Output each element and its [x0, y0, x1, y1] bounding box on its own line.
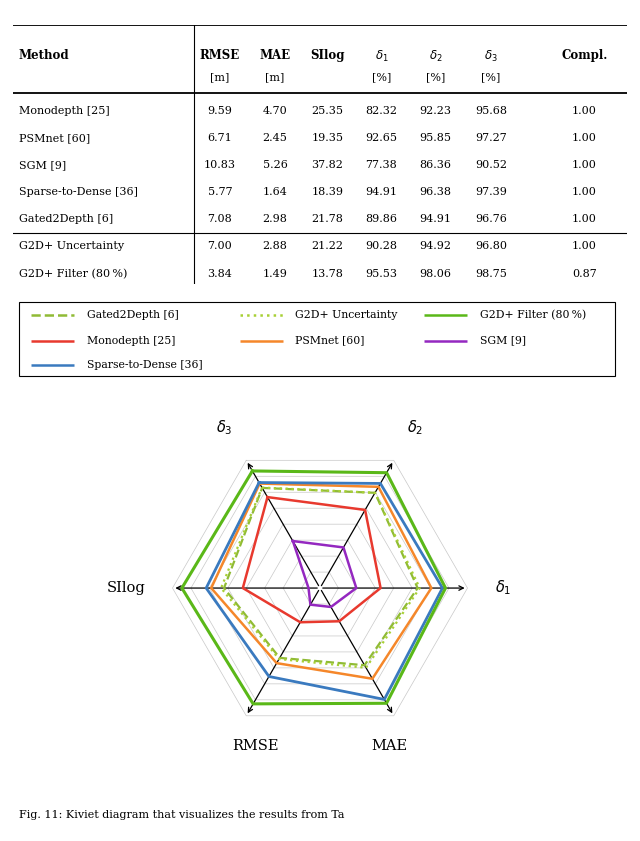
- Text: 1.00: 1.00: [572, 241, 596, 251]
- Text: 97.27: 97.27: [475, 133, 507, 143]
- Text: 18.39: 18.39: [312, 188, 344, 197]
- Text: 95.85: 95.85: [419, 133, 451, 143]
- Text: 5.77: 5.77: [207, 188, 232, 197]
- FancyBboxPatch shape: [19, 302, 615, 376]
- Text: 77.38: 77.38: [365, 160, 397, 170]
- Text: 86.36: 86.36: [419, 160, 451, 170]
- Text: 90.28: 90.28: [365, 241, 397, 251]
- Text: PSMnet [60]: PSMnet [60]: [19, 133, 90, 143]
- Text: [%]: [%]: [372, 71, 391, 82]
- Text: Compl.: Compl.: [561, 49, 607, 61]
- Text: 89.86: 89.86: [365, 214, 397, 225]
- Text: 5.26: 5.26: [262, 160, 287, 170]
- Text: G2D+ Uncertainty: G2D+ Uncertainty: [19, 241, 124, 251]
- Text: 1.00: 1.00: [572, 214, 596, 225]
- Text: [%]: [%]: [481, 71, 500, 82]
- Text: 4.70: 4.70: [263, 106, 287, 115]
- Text: 94.92: 94.92: [419, 241, 451, 251]
- Text: G2D+ Uncertainty: G2D+ Uncertainty: [296, 309, 398, 320]
- Text: 19.35: 19.35: [312, 133, 344, 143]
- Text: 9.59: 9.59: [207, 106, 232, 115]
- Text: $\delta_1$: $\delta_1$: [495, 579, 511, 597]
- Text: 95.53: 95.53: [365, 268, 397, 278]
- Text: SIlog: SIlog: [310, 49, 344, 61]
- Text: $\delta_2$: $\delta_2$: [429, 49, 442, 64]
- Text: Gated2Depth [6]: Gated2Depth [6]: [86, 309, 179, 320]
- Text: PSMnet [60]: PSMnet [60]: [296, 336, 365, 346]
- Text: $\delta_2$: $\delta_2$: [407, 418, 424, 436]
- Text: RMSE: RMSE: [233, 739, 279, 754]
- Text: 7.00: 7.00: [207, 241, 232, 251]
- Text: 1.49: 1.49: [262, 268, 287, 278]
- Text: $\delta_3$: $\delta_3$: [216, 418, 233, 436]
- Text: Monodepth [25]: Monodepth [25]: [86, 336, 175, 346]
- Text: Monodepth [25]: Monodepth [25]: [19, 106, 109, 115]
- Text: 1.00: 1.00: [572, 106, 596, 115]
- Text: 98.06: 98.06: [419, 268, 451, 278]
- Text: 94.91: 94.91: [419, 214, 451, 225]
- Text: 96.76: 96.76: [475, 214, 507, 225]
- Text: 2.98: 2.98: [262, 214, 287, 225]
- Text: Fig. 11: Kiviet diagram that visualizes the results from Ta: Fig. 11: Kiviet diagram that visualizes …: [19, 810, 345, 820]
- Text: 82.32: 82.32: [365, 106, 397, 115]
- Text: SGM [9]: SGM [9]: [19, 160, 66, 170]
- Text: Gated2Depth [6]: Gated2Depth [6]: [19, 214, 113, 225]
- Text: 21.78: 21.78: [312, 214, 343, 225]
- Text: 7.08: 7.08: [207, 214, 232, 225]
- Text: G2D+ Filter (80 %): G2D+ Filter (80 %): [19, 268, 127, 279]
- Text: 96.80: 96.80: [475, 241, 507, 251]
- Text: Sparse-to-Dense [36]: Sparse-to-Dense [36]: [19, 188, 138, 197]
- Text: 0.87: 0.87: [572, 268, 596, 278]
- Text: [%]: [%]: [426, 71, 445, 82]
- Text: MAE: MAE: [371, 739, 407, 754]
- Text: Sparse-to-Dense [36]: Sparse-to-Dense [36]: [86, 360, 202, 370]
- Text: 3.84: 3.84: [207, 268, 232, 278]
- Text: SGM [9]: SGM [9]: [480, 336, 525, 346]
- Text: 92.65: 92.65: [365, 133, 397, 143]
- Text: SIlog: SIlog: [107, 581, 145, 595]
- Text: G2D+ Filter (80 %): G2D+ Filter (80 %): [480, 309, 586, 320]
- Text: RMSE: RMSE: [200, 49, 240, 61]
- Text: 37.82: 37.82: [312, 160, 343, 170]
- Text: [m]: [m]: [266, 71, 285, 82]
- Text: 94.91: 94.91: [365, 188, 397, 197]
- Text: $\delta_3$: $\delta_3$: [484, 49, 498, 64]
- Text: 1.64: 1.64: [262, 188, 287, 197]
- Text: 92.23: 92.23: [419, 106, 451, 115]
- Text: 90.52: 90.52: [475, 160, 507, 170]
- Text: $\delta_1$: $\delta_1$: [374, 49, 388, 64]
- Text: 1.00: 1.00: [572, 133, 596, 143]
- Text: 1.00: 1.00: [572, 188, 596, 197]
- Text: 25.35: 25.35: [312, 106, 344, 115]
- Text: 98.75: 98.75: [475, 268, 507, 278]
- Text: 21.22: 21.22: [312, 241, 344, 251]
- Text: 2.88: 2.88: [262, 241, 287, 251]
- Text: MAE: MAE: [260, 49, 291, 61]
- Text: 97.39: 97.39: [475, 188, 507, 197]
- Text: 13.78: 13.78: [312, 268, 343, 278]
- Text: [m]: [m]: [210, 71, 230, 82]
- Text: Method: Method: [19, 49, 70, 61]
- Text: 10.83: 10.83: [204, 160, 236, 170]
- Text: 6.71: 6.71: [207, 133, 232, 143]
- Text: 2.45: 2.45: [262, 133, 287, 143]
- Text: 95.68: 95.68: [475, 106, 507, 115]
- Text: 96.38: 96.38: [419, 188, 451, 197]
- Text: 1.00: 1.00: [572, 160, 596, 170]
